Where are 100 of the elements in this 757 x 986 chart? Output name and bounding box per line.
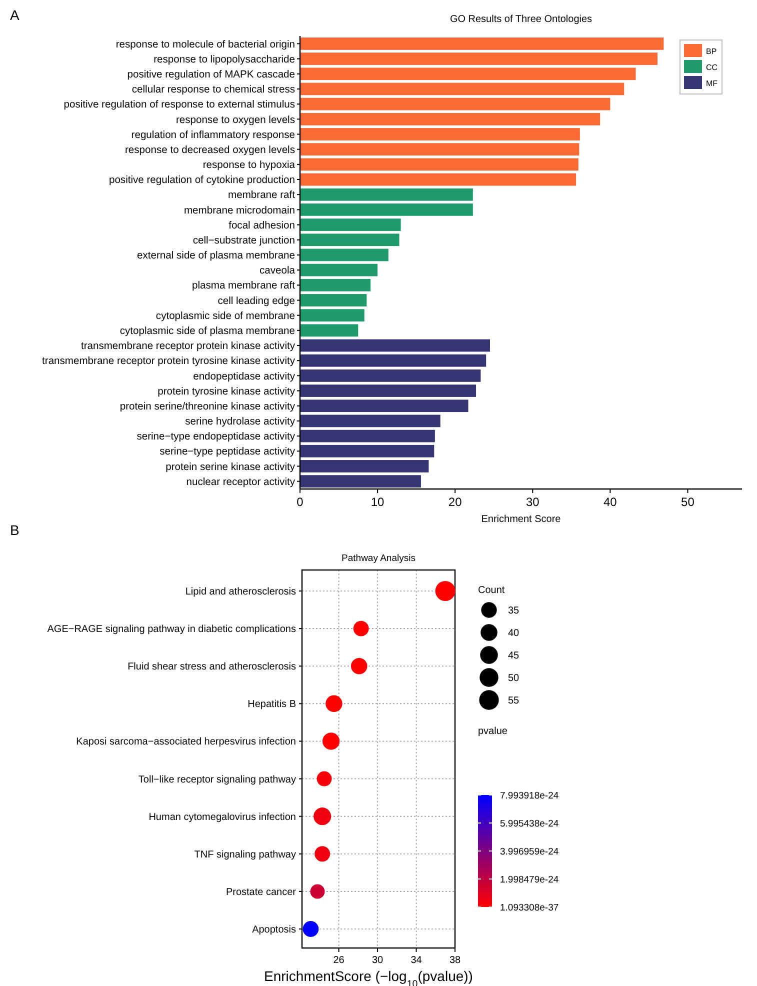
y-tick-label: regulation of inflammatory response: [131, 130, 296, 141]
y-tick-label: response to oxygen levels: [176, 114, 295, 126]
legend-label: BP: [706, 46, 717, 56]
bar: [300, 112, 600, 126]
x-tick-label: 20: [448, 495, 462, 509]
y-tick-label: response to decreased oxygen levels: [124, 144, 295, 156]
x-tick-label: 26: [333, 955, 345, 966]
legend-label: 50: [508, 673, 520, 684]
chart-title: GO Results of Three Ontologies: [450, 14, 592, 25]
x-tick-label: 38: [449, 955, 461, 966]
y-tick-label: endopeptidase activity: [193, 371, 296, 382]
y-tick-label: TNF signaling pathway: [194, 849, 296, 860]
text: B: [10, 522, 20, 538]
y-tick-label: Kaposi sarcoma−associated herpesvirus infection: [76, 736, 296, 748]
bar: [300, 173, 576, 186]
legend-label: CC: [706, 62, 718, 72]
y-tick-label: Fluid shear stress and atherosclerosis: [128, 662, 296, 673]
y-tick-label: positive regulation of response to external stimulus: [64, 100, 295, 111]
y-tick-label: focal adhesion: [228, 220, 296, 232]
bar: [300, 414, 440, 428]
x-tick-label: 34: [410, 955, 422, 966]
bar: [300, 204, 473, 216]
y-tick-label: Hepatitis B: [248, 699, 296, 710]
legend-title: Count: [478, 585, 505, 596]
color-bar-label: 5.995438e-24: [500, 818, 559, 830]
bar: [300, 248, 388, 262]
y-tick-label: protein serine/threonine kinase activity: [120, 401, 296, 412]
y-tick-label: transmembrane receptor protein kinase activity: [80, 341, 296, 352]
bar: [300, 339, 490, 352]
bar: [300, 128, 580, 140]
color-bar-label: 1.998479e-24: [500, 874, 559, 886]
bar: [300, 430, 435, 442]
y-tick-label: caveola: [260, 266, 296, 277]
y-tick-label: Lipid and atherosclerosis: [185, 586, 296, 598]
legend-label: 40: [508, 628, 520, 639]
y-tick-label: serine−type peptidase activity: [160, 446, 296, 458]
bar: [300, 369, 481, 382]
y-tick-label: external side of plasma membrane: [137, 250, 296, 262]
bar: [300, 278, 371, 292]
y-tick-label: membrane raft: [228, 190, 296, 202]
bar: [300, 324, 358, 337]
legend-label: MF: [706, 78, 718, 88]
bar: [300, 354, 486, 367]
y-tick-label: nuclear receptor activity: [186, 476, 296, 488]
y-tick-label: Prostate cancer: [226, 886, 297, 898]
bar: [300, 400, 468, 412]
bar: [300, 82, 624, 96]
y-tick-label: Toll−like receptor signaling pathway: [138, 774, 296, 786]
y-tick-label: response to hypoxia: [202, 160, 296, 172]
bar: [300, 384, 476, 397]
legend-label: 55: [508, 696, 520, 706]
legend-label: 45: [508, 650, 520, 662]
color-bar-label: 7.993918e-24: [500, 790, 559, 802]
y-tick-label: response to molecule of bacterial origin: [116, 39, 296, 50]
bar: [300, 309, 364, 322]
y-tick-label: Human cytomegalovirus infection: [148, 812, 296, 823]
y-tick-label: cell leading edge: [218, 296, 296, 307]
x-tick-label: 30: [372, 955, 384, 966]
text: A: [10, 7, 20, 23]
y-tick-label: response to lipopolysaccharide: [154, 54, 296, 66]
y-tick-label: membrane microdomain: [184, 205, 296, 216]
bar: [300, 444, 434, 458]
color-bar-title: pvalue: [478, 726, 508, 737]
y-tick-label: protein serine kinase activity: [166, 462, 296, 473]
bar: [300, 188, 473, 201]
x-axis-title: Enrichment Score: [481, 514, 562, 525]
y-tick-label: cellular response to chemical stress: [132, 84, 295, 96]
x-tick-label: 30: [526, 495, 540, 509]
bar: [300, 158, 578, 171]
y-tick-label: transmembrane receptor protein tyrosine kinase activity: [42, 356, 296, 368]
y-tick-label: positive regulation of cytokine production: [108, 175, 296, 186]
bar: [300, 218, 401, 231]
y-tick-label: plasma membrane raft: [192, 280, 296, 292]
bar: [300, 38, 664, 50]
color-bar-label: 3.996959e-24: [500, 846, 559, 858]
bar: [300, 460, 429, 472]
bar: [300, 98, 610, 110]
y-tick-label: cell−substrate junction: [192, 235, 296, 246]
bar: [300, 294, 367, 306]
y-tick-label: positive regulation of MAPK cascade: [127, 69, 296, 80]
y-tick-label: cytoplasmic side of plasma membrane: [120, 326, 296, 338]
y-tick-label: protein tyrosine kinase activity: [158, 386, 296, 398]
bar: [300, 234, 400, 246]
x-tick-label: 10: [370, 495, 385, 509]
bar: [300, 475, 421, 488]
x-tick-label: 40: [603, 495, 618, 509]
y-tick-label: cytoplasmic side of membrane: [156, 310, 296, 322]
bar: [300, 52, 658, 65]
y-tick-label: Apoptosis: [252, 924, 296, 936]
y-tick-label: serine−type endopeptidase activity: [136, 432, 296, 443]
x-tick-label: 0: [296, 495, 304, 509]
color-bar-label: 1.093308e-37: [500, 902, 559, 914]
y-tick-label: AGE−RAGE signaling pathway in diabetic complications: [47, 624, 296, 636]
x-tick-label: 50: [681, 495, 695, 509]
bar: [300, 143, 580, 156]
y-tick-label: serine hydrolase activity: [185, 416, 296, 428]
chart-title: Pathway Analysis: [342, 553, 416, 564]
bar: [300, 68, 636, 80]
legend-label: 35: [508, 606, 520, 616]
bar: [300, 264, 378, 276]
